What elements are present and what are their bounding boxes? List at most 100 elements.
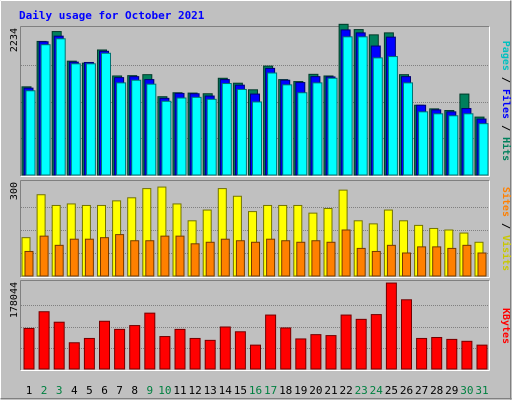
bar-pages-30 — [463, 113, 474, 176]
legend-separator: / — [500, 71, 511, 89]
panel-top-bars — [21, 23, 489, 176]
legend-middle: Sites / Visits — [500, 187, 512, 271]
bar-pages-1 — [25, 90, 36, 176]
panel-bottom-bars — [23, 282, 488, 370]
bar-sites-10 — [160, 235, 170, 277]
legend-label-pages: Pages — [500, 41, 511, 71]
bar-sites-20 — [311, 240, 321, 277]
x-tick-label-18: 18 — [279, 384, 292, 397]
x-tick-label-3: 3 — [56, 384, 63, 397]
x-tick-label-15: 15 — [234, 384, 247, 397]
bar-sites-11 — [175, 235, 185, 277]
bar-kbytes-28 — [431, 336, 443, 370]
bar-sites-17 — [266, 238, 276, 277]
x-tick-label-6: 6 — [101, 384, 108, 397]
bar-kbytes-8 — [129, 325, 141, 370]
bar-kbytes-11 — [174, 328, 186, 370]
bar-sites-2 — [39, 235, 49, 277]
bar-kbytes-3 — [53, 321, 65, 370]
x-tick-label-21: 21 — [324, 384, 337, 397]
bar-pages-13 — [206, 98, 217, 176]
x-tick-label-26: 26 — [400, 384, 413, 397]
bar-kbytes-6 — [99, 320, 110, 370]
bar-sites-1 — [24, 250, 34, 277]
legend-label-visits: Visits — [500, 235, 512, 271]
bar-sites-27 — [417, 246, 427, 277]
bar-pages-6 — [101, 52, 111, 176]
x-tick-label-9: 9 — [146, 384, 153, 397]
bar-pages-27 — [418, 111, 429, 176]
bar-kbytes-27 — [416, 337, 428, 370]
bar-kbytes-12 — [189, 337, 201, 370]
bar-pages-15 — [236, 88, 247, 176]
bar-sites-5 — [84, 238, 94, 277]
bar-sites-26 — [402, 252, 411, 277]
bar-kbytes-17 — [265, 314, 277, 370]
bar-kbytes-2 — [38, 311, 50, 370]
x-tick-label-19: 19 — [294, 384, 307, 397]
bar-kbytes-5 — [83, 337, 95, 370]
bar-kbytes-20 — [310, 334, 322, 370]
bar-kbytes-7 — [114, 328, 126, 370]
x-tick-label-14: 14 — [219, 384, 233, 397]
x-tick-label-4: 4 — [71, 384, 78, 397]
x-axis-day-labels: 1 2 3 4 5 6 7 8 9 10 11 12 13 14 15 16 17 18 19 20 21 22 23 24 2… — [26, 384, 489, 397]
bar-sites-22 — [341, 229, 351, 277]
bar-pages-26 — [403, 82, 413, 176]
y-tick-label-top: 2234 — [9, 28, 20, 52]
bar-pages-11 — [176, 97, 187, 176]
bar-pages-22 — [342, 36, 353, 176]
x-tick-label-8: 8 — [131, 384, 138, 397]
bar-pages-14 — [221, 83, 232, 176]
bar-pages-9 — [146, 83, 157, 176]
bar-sites-30 — [462, 244, 472, 277]
bar-kbytes-29 — [446, 338, 458, 370]
bar-kbytes-22 — [340, 314, 352, 370]
x-tick-label-16: 16 — [249, 384, 262, 397]
x-tick-label-10: 10 — [158, 384, 171, 397]
bar-kbytes-18 — [280, 327, 292, 370]
legend-label-hits: Hits — [500, 137, 512, 161]
bar-pages-17 — [267, 72, 278, 176]
legend-separator: / — [500, 217, 511, 235]
bar-pages-25 — [387, 56, 398, 176]
panel-bottom: 178044 KBytes — [9, 280, 511, 371]
x-tick-label-2: 2 — [41, 384, 48, 397]
bar-sites-12 — [190, 243, 200, 277]
legend-bottom: KBytes — [500, 308, 511, 344]
bar-kbytes-16 — [250, 344, 261, 370]
bar-sites-7 — [115, 234, 125, 277]
chart-title: Daily usage for October 2021 — [19, 9, 205, 22]
bar-pages-10 — [161, 100, 172, 176]
bar-kbytes-30 — [461, 340, 473, 370]
bar-pages-4 — [70, 63, 81, 176]
bar-sites-15 — [235, 240, 245, 277]
bar-pages-19 — [297, 92, 308, 176]
x-tick-label-23: 23 — [355, 384, 368, 397]
x-tick-label-11: 11 — [173, 384, 186, 397]
bar-kbytes-23 — [355, 318, 367, 370]
bar-sites-25 — [386, 244, 396, 277]
bar-pages-28 — [433, 113, 444, 176]
bar-sites-3 — [54, 244, 64, 277]
bar-sites-8 — [130, 240, 140, 277]
bar-sites-6 — [100, 237, 109, 277]
bar-pages-24 — [372, 57, 383, 176]
bar-kbytes-4 — [68, 342, 80, 370]
x-tick-label-24: 24 — [370, 384, 384, 397]
legend-label-kbytes: KBytes — [500, 308, 511, 344]
x-tick-label-20: 20 — [309, 384, 322, 397]
bar-pages-7 — [116, 82, 127, 176]
panel-middle: 300 Sites / Visits — [9, 180, 512, 278]
bar-pages-23 — [357, 36, 368, 176]
bar-kbytes-1 — [23, 327, 35, 370]
bar-sites-21 — [326, 241, 336, 277]
bar-sites-19 — [296, 241, 306, 277]
bar-kbytes-26 — [401, 299, 412, 370]
bar-sites-13 — [205, 241, 215, 277]
bar-kbytes-13 — [204, 339, 216, 370]
bar-pages-29 — [448, 115, 459, 176]
bar-kbytes-25 — [385, 282, 397, 370]
bar-pages-3 — [55, 38, 66, 176]
legend-top: Pages / Files / Hits — [500, 41, 512, 161]
